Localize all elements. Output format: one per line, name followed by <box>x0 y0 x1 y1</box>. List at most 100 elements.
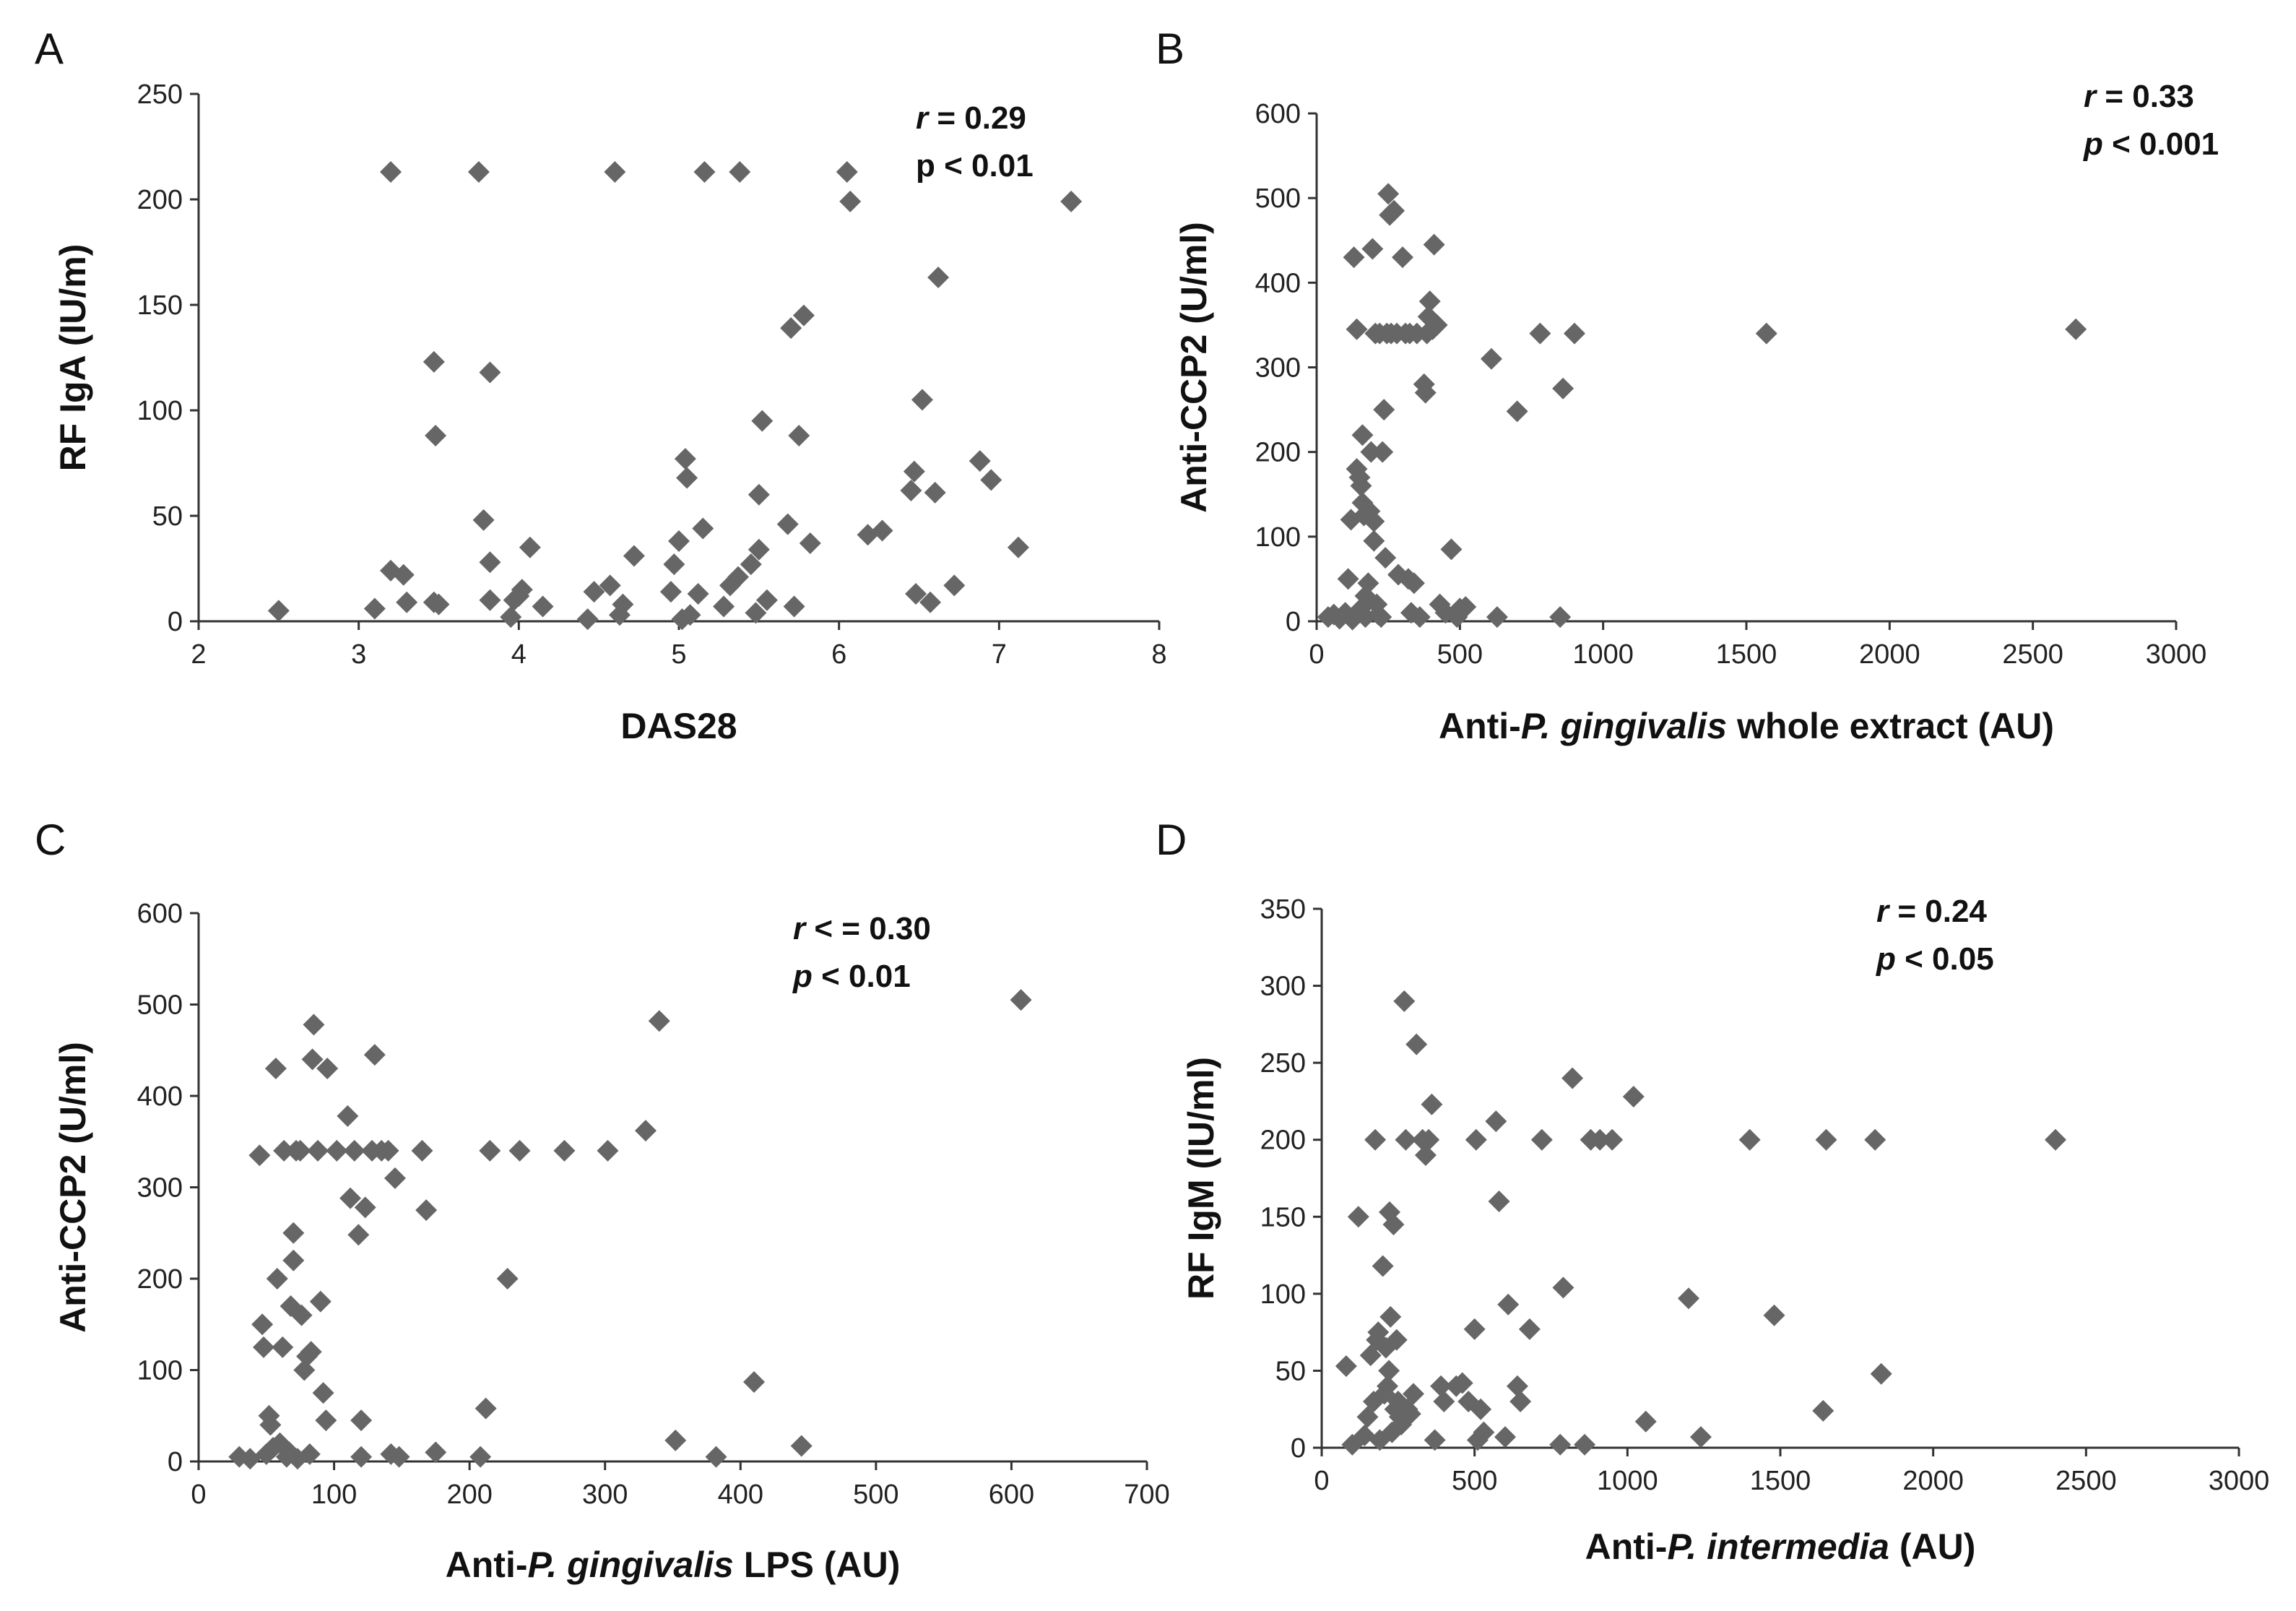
data-point-diamond <box>1549 606 1572 629</box>
data-point-diamond <box>343 1139 365 1162</box>
data-point-diamond <box>729 161 751 183</box>
data-point-diamond <box>583 581 605 603</box>
data-point-diamond <box>259 1414 282 1436</box>
data-point-diamond <box>411 1139 433 1162</box>
x-tick-label: 7 <box>992 639 1007 670</box>
x-axis-title-part: Anti- <box>1585 1526 1668 1567</box>
x-axis-title-part: Anti- <box>446 1545 528 1585</box>
data-point-diamond <box>301 1048 324 1071</box>
data-point-diamond <box>1346 318 1368 340</box>
data-point-diamond <box>1395 1128 1417 1151</box>
y-axis-title: RF IgM (IU/ml) <box>1181 1057 1221 1300</box>
data-point-diamond <box>339 1187 362 1209</box>
data-point-diamond <box>1738 1128 1761 1151</box>
data-point-diamond <box>532 595 554 618</box>
y-axis-title-part: Anti-CCP2 (U/ml) <box>1174 222 1214 513</box>
y-axis-title: RF IgA (IU/m) <box>53 244 93 472</box>
y-tick-label: 600 <box>1255 99 1301 129</box>
data-point-diamond <box>479 551 501 574</box>
x-tick-label: 3000 <box>2146 639 2207 670</box>
data-point-diamond <box>396 591 418 613</box>
data-point-diamond <box>508 1139 531 1162</box>
data-point-diamond <box>776 513 799 535</box>
data-point-diamond <box>472 509 495 531</box>
x-tick-label: 500 <box>1437 639 1483 670</box>
x-axis-title-part: Anti- <box>1439 706 1521 746</box>
data-point-diamond <box>266 1268 288 1290</box>
data-point-diamond <box>293 1359 316 1381</box>
data-point-diamond <box>919 591 942 613</box>
data-point-diamond <box>705 1446 727 1468</box>
data-point-diamond <box>337 1105 359 1127</box>
x-axis-title-part: (AU) <box>1889 1526 1975 1567</box>
correlation-annotation-part: = 0.33 <box>2096 79 2194 114</box>
y-tick-label: 50 <box>1275 1356 1306 1386</box>
y-tick-label: 100 <box>137 1356 183 1386</box>
data-point-diamond <box>612 593 634 616</box>
data-point-diamond <box>1812 1399 1834 1422</box>
data-point-diamond <box>1549 1433 1572 1456</box>
data-point-diamond <box>500 606 522 629</box>
y-tick-label: 300 <box>1260 972 1306 1002</box>
data-point-diamond <box>1589 1128 1611 1151</box>
y-tick-label: 0 <box>168 1447 183 1477</box>
data-point-diamond <box>253 1336 275 1358</box>
data-point-diamond <box>1763 1304 1785 1326</box>
data-point-diamond <box>679 604 701 626</box>
y-axis-title-part: RF IgA (IU/m) <box>53 244 93 472</box>
data-point-diamond <box>905 583 927 605</box>
correlation-annotation-part: < 0.001 <box>2103 126 2219 162</box>
x-axis-title-part: LPS (AU) <box>734 1545 901 1585</box>
data-point-diamond <box>900 479 922 501</box>
data-point-diamond <box>1382 1213 1405 1235</box>
y-tick-label: 250 <box>137 79 183 110</box>
data-point-diamond <box>1506 400 1528 423</box>
panel-label-d: D <box>1156 816 1187 864</box>
data-point-diamond <box>1864 1128 1886 1151</box>
correlation-annotation-part: r <box>1876 894 1891 929</box>
x-tick-label: 5 <box>671 639 686 670</box>
data-point-diamond <box>1494 1426 1516 1448</box>
y-tick-label: 100 <box>137 396 183 426</box>
data-point-diamond <box>748 483 770 506</box>
data-point-diamond <box>1405 1033 1428 1055</box>
data-point-diamond <box>1485 1110 1507 1133</box>
data-point-diamond <box>1430 1375 1452 1397</box>
data-point-diamond <box>307 1139 329 1162</box>
data-point-diamond <box>1418 290 1441 313</box>
correlation-annotation-part: < 0.01 <box>813 959 911 994</box>
x-axis-title-part: P. intermedia <box>1667 1526 1889 1567</box>
x-tick-label: 2500 <box>2002 639 2063 670</box>
data-point-diamond <box>1393 990 1416 1012</box>
data-point-diamond <box>674 448 696 470</box>
data-point-diamond <box>425 425 447 447</box>
data-point-diamond <box>1374 547 1397 569</box>
correlation-annotation-part: < = 0.30 <box>805 911 931 946</box>
data-point-diamond <box>783 595 805 618</box>
data-point-diamond <box>475 1397 497 1420</box>
data-point-diamond <box>1363 510 1385 532</box>
correlation-annotation-part: r <box>793 911 807 946</box>
data-point-diamond <box>1423 233 1445 256</box>
data-point-diamond <box>267 600 290 622</box>
data-point-diamond <box>1377 183 1400 205</box>
data-point-diamond <box>2065 318 2087 340</box>
panel-a-plot: A 2 3 4 5 6 7 8 0 50 100 150 200 250 DAS28 RF IgA (IU/m… <box>35 25 1167 746</box>
data-point-diamond <box>1378 1360 1400 1382</box>
correlation-annotation: r < = 0.30 <box>793 911 931 946</box>
data-point-diamond <box>755 589 778 611</box>
x-tick-label: 3 <box>351 639 366 670</box>
panel-d-plot: D 0 500 1000 1500 2000 2500 3000 0 50 100 150 200 250… <box>1156 816 2269 1567</box>
y-axis-title-part: Anti-CCP2 (U/ml) <box>53 1042 93 1333</box>
data-point-diamond <box>377 1139 399 1162</box>
data-point-diamond <box>1364 1128 1387 1151</box>
data-point-diamond <box>312 1382 334 1404</box>
x-tick-label: 500 <box>853 1480 898 1510</box>
x-axis-title: Anti-P. gingivalis LPS (AU) <box>446 1545 901 1585</box>
data-point-diamond <box>1601 1128 1624 1151</box>
data-point-diamond <box>363 1044 386 1066</box>
panel-b-plot: B 0 500 1000 1500 2000 2500 3000 0 100 200 300 400 50… <box>1156 25 2219 746</box>
panel-label-a: A <box>35 25 64 73</box>
data-point-diamond <box>553 1139 576 1162</box>
